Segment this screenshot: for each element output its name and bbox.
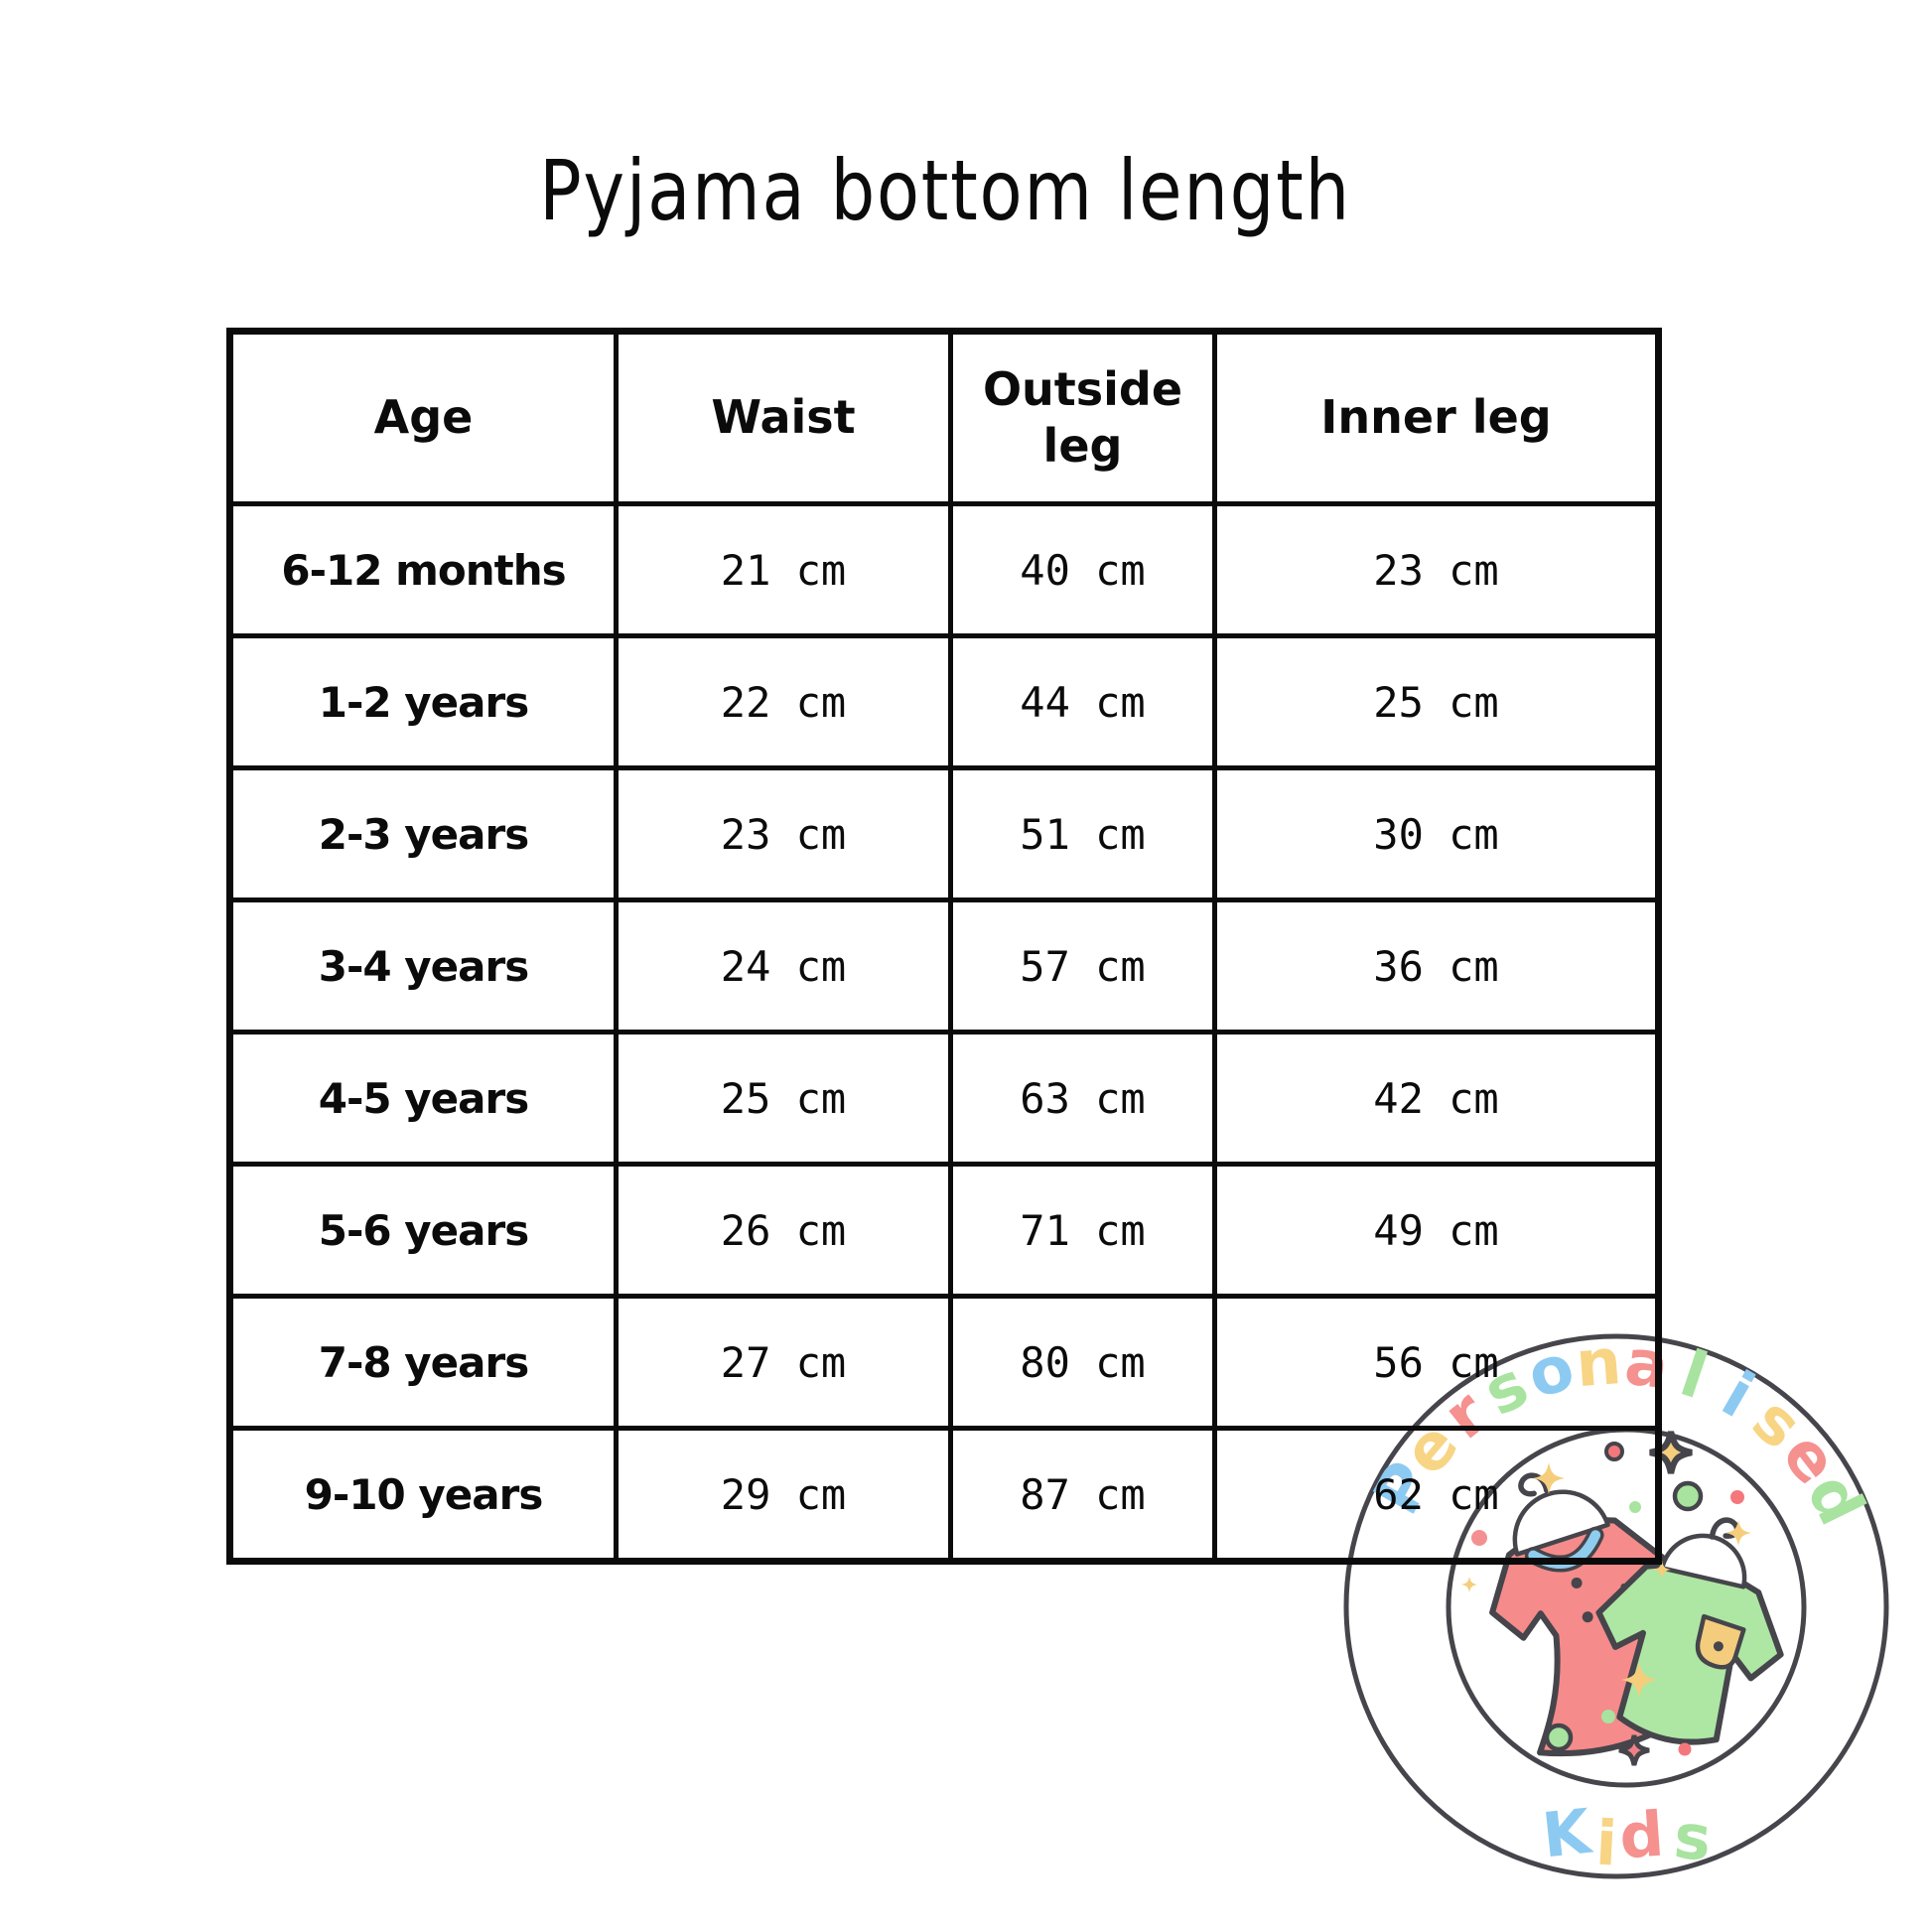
waist-cell: 29 cm (614, 1426, 953, 1564)
age-cell: 7-8 years (227, 1294, 619, 1431)
age-cell: 9-10 years (227, 1426, 619, 1564)
waist-cell: 24 cm (614, 897, 953, 1035)
sparkle-icon (1725, 1520, 1751, 1546)
waist-cell: 27 cm (614, 1294, 953, 1431)
inner-leg-cell: 30 cm (1212, 765, 1661, 902)
outside-leg-cell: 87 cm (948, 1426, 1217, 1564)
table-row: 2-3 years 23 cm 51 cm 30 cm (227, 765, 1661, 902)
watermark-bottom-letter: d (1617, 1798, 1666, 1873)
column-header-outside-leg: Outside leg (948, 329, 1217, 506)
waist-cell: 21 cm (614, 501, 953, 638)
table-row: 6-12 months 21 cm 40 cm 23 cm (227, 501, 1661, 638)
outside-leg-cell: 71 cm (948, 1162, 1217, 1299)
age-cell: 1-2 years (227, 633, 619, 770)
column-header-waist: Waist (614, 329, 953, 506)
waist-cell: 22 cm (614, 633, 953, 770)
inner-leg-cell: 36 cm (1212, 897, 1661, 1035)
shirt-icon (1595, 1517, 1784, 1745)
size-chart-table: Age Waist Outside leg Inner leg 6-12 mon… (226, 328, 1662, 1565)
table-row: 7-8 years 27 cm 80 cm 56 cm (227, 1294, 1661, 1431)
dot (1544, 1723, 1574, 1752)
outside-leg-cell: 80 cm (948, 1294, 1217, 1431)
watermark-bottom-letter: K (1539, 1795, 1595, 1872)
outside-leg-cell: 44 cm (948, 633, 1217, 770)
watermark-bottom-letter: s (1671, 1800, 1714, 1875)
outside-leg-cell: 63 cm (948, 1030, 1217, 1167)
inner-leg-cell: 42 cm (1212, 1030, 1661, 1167)
page-title: Pyjama bottom length (539, 142, 1351, 239)
waist-cell: 25 cm (614, 1030, 953, 1167)
inner-leg-cell: 23 cm (1212, 501, 1661, 638)
inner-leg-cell: 62 cm (1212, 1426, 1661, 1564)
age-cell: 2-3 years (227, 765, 619, 902)
table-row: 4-5 years 25 cm 63 cm 42 cm (227, 1030, 1661, 1167)
watermark-arc-letter: l (1672, 1337, 1716, 1414)
outside-leg-cell: 57 cm (948, 897, 1217, 1035)
dot (1678, 1742, 1692, 1756)
age-cell: 4-5 years (227, 1030, 619, 1167)
table-row: 3-4 years 24 cm 57 cm 36 cm (227, 897, 1661, 1035)
inner-leg-cell: 49 cm (1212, 1162, 1661, 1299)
dot (1672, 1480, 1704, 1512)
outside-leg-cell: 51 cm (948, 765, 1217, 902)
header-row: Age Waist Outside leg Inner leg (227, 329, 1661, 506)
waist-cell: 23 cm (614, 765, 953, 902)
column-header-inner-leg: Inner leg (1212, 329, 1661, 506)
age-cell: 3-4 years (227, 897, 619, 1035)
sparkle-icon (1461, 1577, 1477, 1592)
inner-leg-cell: 56 cm (1212, 1294, 1661, 1431)
table-row: 1-2 years 22 cm 44 cm 25 cm (227, 633, 1661, 770)
column-header-age: Age (227, 329, 619, 506)
age-cell: 5-6 years (227, 1162, 619, 1299)
shirt-pocket (1695, 1613, 1746, 1670)
age-cell: 6-12 months (227, 501, 619, 638)
inner-leg-cell: 25 cm (1212, 633, 1661, 770)
table-row: 9-10 years 29 cm 87 cm 62 cm (227, 1426, 1661, 1564)
dot (1730, 1490, 1744, 1504)
waist-cell: 26 cm (614, 1162, 953, 1299)
dot (1601, 1710, 1615, 1724)
watermark-bottom-letter: i (1594, 1807, 1619, 1880)
table-row: 5-6 years 26 cm 71 cm 49 cm (227, 1162, 1661, 1299)
outside-leg-cell: 40 cm (948, 501, 1217, 638)
